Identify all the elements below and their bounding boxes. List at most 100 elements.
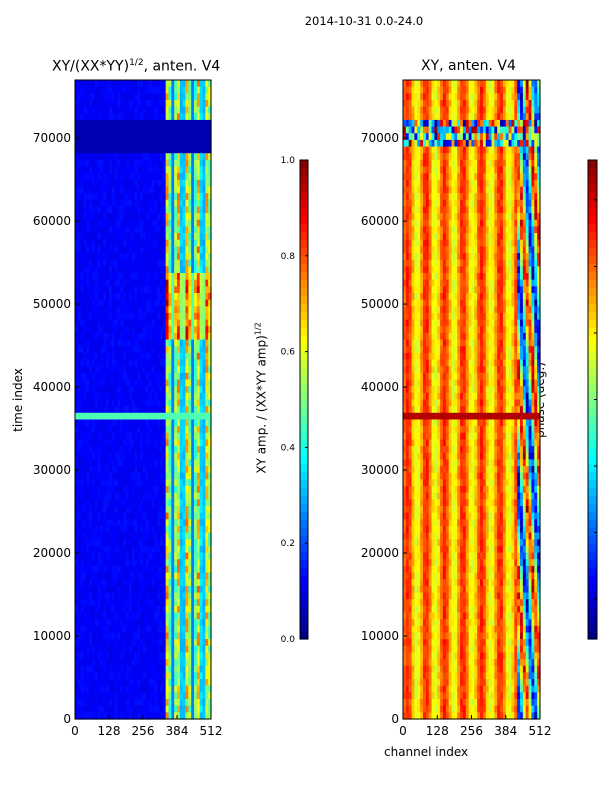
heatmap-cell [109,286,113,294]
heatmap-cell [194,153,198,161]
heatmap-cell [94,246,99,254]
heatmap-cell [86,173,90,181]
heatmap-cell [106,705,110,713]
heatmap-cell [137,419,141,427]
heatmap-cell [205,605,209,614]
heatmap-cell [148,466,153,474]
heatmap-cell [205,206,209,214]
heatmap-cell [131,146,136,154]
heatmap-cell [534,106,538,114]
heatmap-cell [92,519,96,527]
heatmap-cell [168,332,172,341]
heatmap-cell [103,153,107,161]
heatmap-cell [94,366,99,374]
heatmap-cell [199,159,204,168]
heatmap-cell [162,599,167,607]
heatmap-cell [185,665,189,674]
heatmap-cell [160,572,164,580]
heatmap-cell [117,426,121,434]
heatmap-cell [154,685,158,693]
heatmap-cell [205,266,209,274]
heatmap-cell [196,119,201,128]
heatmap-cell [171,253,175,261]
heatmap-cell [111,166,116,174]
colorbar-step [300,479,308,488]
heatmap-cell [208,179,212,188]
heatmap-cell [97,372,102,381]
heatmap-cell [168,486,172,494]
heatmap-cell [194,352,198,361]
heatmap-cell [205,312,209,321]
heatmap-cell [94,699,99,707]
heatmap-cell [154,559,158,567]
heatmap-cell [128,492,133,500]
heatmap-cell [182,279,187,287]
heatmap-cell [106,352,110,361]
heatmap-cell [185,679,189,687]
heatmap-cell [202,426,206,434]
heatmap-cell [134,479,138,487]
heatmap-cell [177,119,181,128]
heatmap-cell [83,446,87,454]
heatmap-cell [97,106,102,114]
heatmap-cell [137,279,141,287]
heatmap-cell [94,253,99,261]
heatmap-cell [171,80,175,88]
heatmap-cell [126,645,130,654]
heatmap-cell [80,166,85,174]
heatmap-cell [143,652,147,660]
heatmap-cell [126,419,130,427]
heatmap-cell [120,612,124,620]
heatmap-cell [111,399,116,407]
heatmap-cell [120,565,124,574]
heatmap-cell [86,366,90,374]
heatmap-cell [109,372,113,381]
heatmap-cell [157,506,161,514]
heatmap-cell [162,259,167,267]
heatmap-cell [165,326,170,334]
heatmap-cell [106,206,110,214]
heatmap-cell [179,139,184,148]
heatmap-cell [117,585,121,594]
heatmap-cell [83,619,87,627]
heatmap-cell [165,645,170,654]
heatmap-cell [182,366,187,374]
heatmap-cell [162,346,167,354]
heatmap-cell [454,99,458,108]
heatmap-cell [80,492,85,500]
heatmap-cell [179,153,184,161]
heatmap-cell [202,412,206,421]
heatmap-cell [97,406,102,414]
heatmap-cell [89,359,93,367]
heatmap-cell [151,479,155,487]
heatmap-cell [92,619,96,627]
heatmap-cell [83,419,87,427]
heatmap-cell [191,299,195,307]
heatmap-cell [185,166,189,174]
heatmap-cell [80,579,85,587]
heatmap-cell [157,106,161,114]
heatmap-cell [174,619,178,627]
heatmap-cell [151,266,155,274]
heatmap-cell [145,452,150,461]
heatmap-cell [151,519,155,527]
heatmap-cell [171,419,175,427]
heatmap-cell [414,93,418,101]
heatmap-cell [145,539,150,547]
heatmap-cell [97,352,102,361]
heatmap-cell [434,93,438,101]
heatmap-cell [188,326,192,334]
heatmap-cell [160,273,164,281]
heatmap-cell [106,133,110,141]
heatmap-cell [162,659,167,667]
heatmap-cell [140,619,144,627]
heatmap-cell [157,346,161,354]
heatmap-cell [171,619,175,627]
heatmap-cell [191,206,195,214]
heatmap-cell [145,565,150,574]
heatmap-cell [109,612,113,620]
heatmap-cell [94,199,99,208]
heatmap-cell [75,525,79,534]
heatmap-cell [86,545,90,554]
heatmap-cell [86,179,90,188]
